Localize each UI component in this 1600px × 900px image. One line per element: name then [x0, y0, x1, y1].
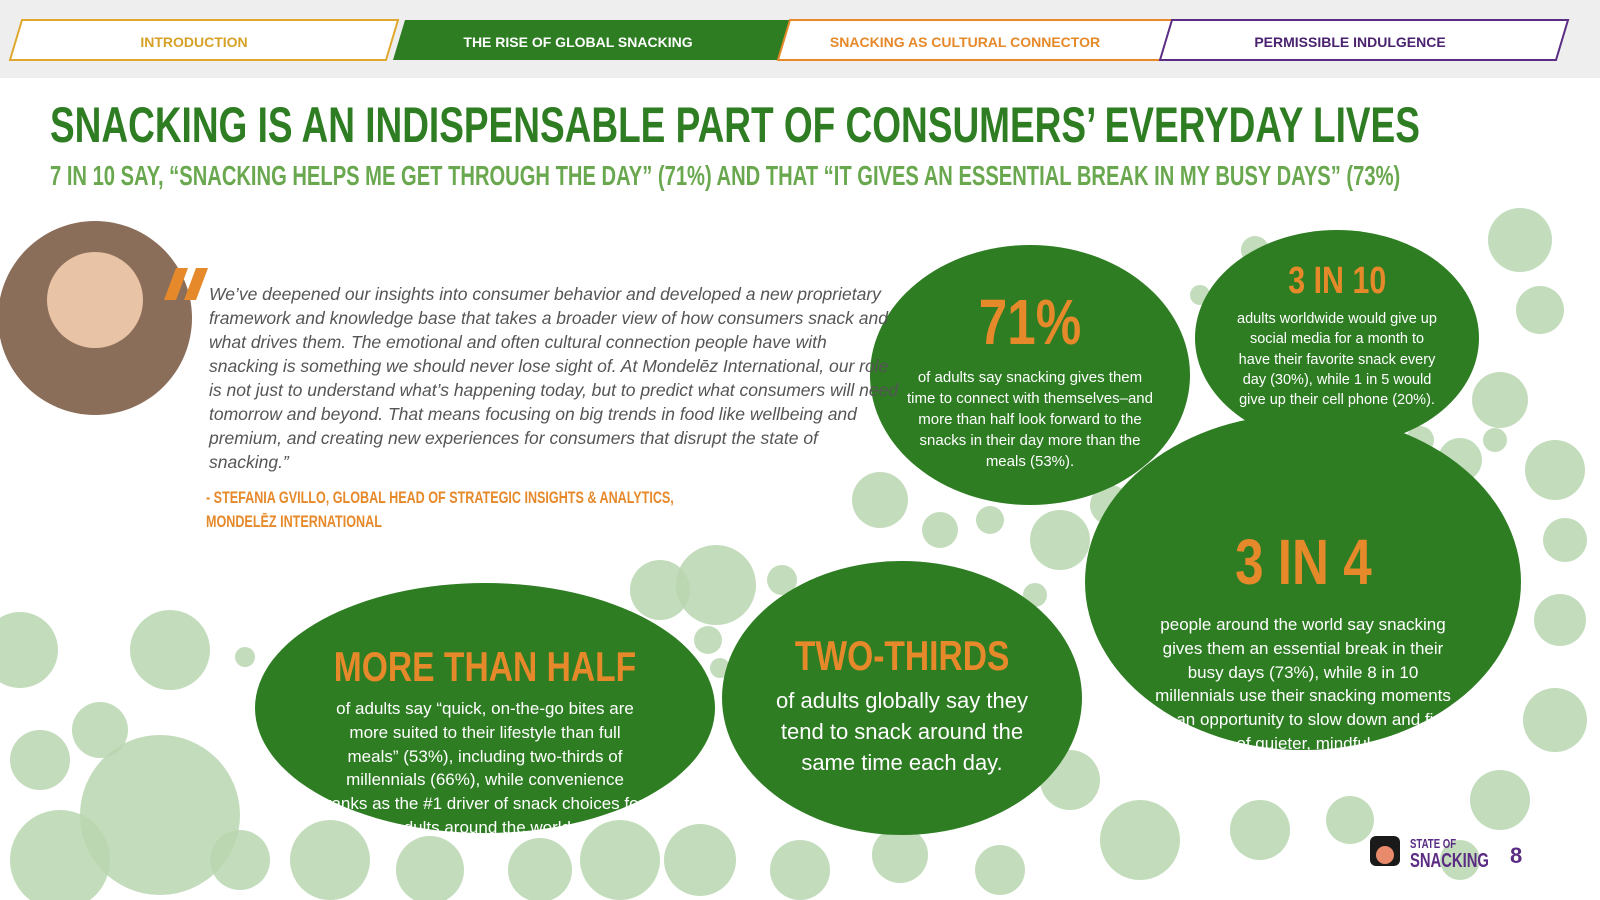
- decor-dot: [1516, 286, 1564, 334]
- stat: MORE THAN HALF of adults say “quick, on-…: [325, 643, 645, 840]
- decor-dot: [1230, 800, 1290, 860]
- decor-dot: [0, 612, 58, 688]
- decor-dot: [235, 647, 255, 667]
- decor-dot: [975, 845, 1025, 895]
- subtitle: 7 IN 10 SAY, “SNACKING HELPS ME GET THRO…: [50, 160, 1401, 191]
- stat-body: people around the world say snacking giv…: [1153, 615, 1453, 777]
- decor-dot: [1543, 518, 1587, 562]
- nav-tab[interactable]: INTRODUCTION: [140, 34, 248, 50]
- tab-shape: [1158, 19, 1570, 61]
- decor-dot: [694, 626, 722, 654]
- nav-tab[interactable]: PERMISSIBLE INDULGENCE: [1254, 34, 1446, 50]
- stat-bubble: [255, 583, 715, 833]
- decor-dot: [1523, 688, 1587, 752]
- decor-dot: [1483, 428, 1507, 452]
- decor-dot: [508, 838, 572, 900]
- stat: TWO-THIRDS of adults globally say they t…: [772, 632, 1032, 778]
- stat: 71% of adults say snacking gives them ti…: [905, 285, 1155, 472]
- decor-dot: [767, 565, 797, 595]
- decor-dot: [1030, 510, 1090, 570]
- stat-bubble: [870, 245, 1190, 505]
- decor-dot: [1488, 208, 1552, 272]
- quote-text: We’ve deepened our insights into consume…: [209, 284, 899, 472]
- logo-mark: [1376, 846, 1394, 864]
- decor-dot: [580, 820, 660, 900]
- attribution: - STEFANIA GVILLO, GLOBAL HEAD OF STRATE…: [206, 488, 674, 507]
- nav-tab[interactable]: SNACKING AS CULTURAL CONNECTOR: [829, 34, 1101, 50]
- stat: 3 IN 4 people around the world say snack…: [1153, 525, 1453, 780]
- stat-headline: TWO-THIRDS: [794, 632, 1010, 679]
- decor-dot: [630, 560, 690, 620]
- decor-dot: [1525, 440, 1585, 500]
- logo-text: SNACKING: [1410, 850, 1489, 872]
- decor-dot: [852, 472, 908, 528]
- decor-dot: [770, 840, 830, 900]
- decor-dot: [664, 824, 736, 896]
- title: SNACKING IS AN INDISPENSABLE PART OF CON…: [50, 97, 1420, 153]
- stat-headline: 71%: [978, 286, 1082, 358]
- decor-dot: [1472, 372, 1528, 428]
- decor-dot: [676, 545, 756, 625]
- attribution: MONDELĒZ INTERNATIONAL: [206, 512, 382, 531]
- decor-dot: [130, 610, 210, 690]
- decor-dot: [396, 836, 464, 900]
- stat-body: of adults say snacking gives them time t…: [907, 369, 1153, 470]
- stat-bubble: [722, 561, 1082, 835]
- stat: 3 IN 10 adults worldwide would give up s…: [1237, 260, 1437, 410]
- decor-dot: [10, 810, 110, 900]
- decor-dot: [290, 820, 370, 900]
- quote-mark: [164, 268, 188, 300]
- decor-dot: [872, 827, 928, 883]
- decor-dot: [710, 658, 730, 678]
- stat-bubble: [1085, 414, 1521, 750]
- stat-headline: 3 IN 10: [1287, 260, 1387, 302]
- decor-dot: [80, 735, 240, 895]
- decor-dot: [1326, 796, 1374, 844]
- quote-mark: [184, 268, 208, 300]
- decor-dot: [1440, 840, 1480, 880]
- decor-dot: [922, 512, 958, 548]
- decor-dot: [10, 730, 70, 790]
- decor-dot: [976, 506, 1004, 534]
- portrait-face: [47, 252, 143, 348]
- decor-dot: [1470, 770, 1530, 830]
- decor-dot: [72, 702, 128, 758]
- stat-body: of adults say “quick, on-the-go bites ar…: [325, 699, 645, 837]
- stat-headline: 3 IN 4: [1234, 526, 1372, 598]
- logo-text: STATE OF: [1410, 836, 1457, 851]
- page-number: 8: [1510, 843, 1523, 868]
- stat-headline: MORE THAN HALF: [333, 643, 637, 690]
- nav-tab[interactable]: THE RISE OF GLOBAL SNACKING: [463, 34, 693, 50]
- decor-dot: [1100, 800, 1180, 880]
- stat-body: of adults globally say they tend to snac…: [776, 688, 1028, 775]
- stat-body: adults worldwide would give up social me…: [1237, 311, 1437, 409]
- tab-shape: [393, 20, 790, 60]
- tab-shape: [8, 19, 400, 61]
- decor-dot: [1534, 594, 1586, 646]
- stat-bubble: [1195, 230, 1479, 446]
